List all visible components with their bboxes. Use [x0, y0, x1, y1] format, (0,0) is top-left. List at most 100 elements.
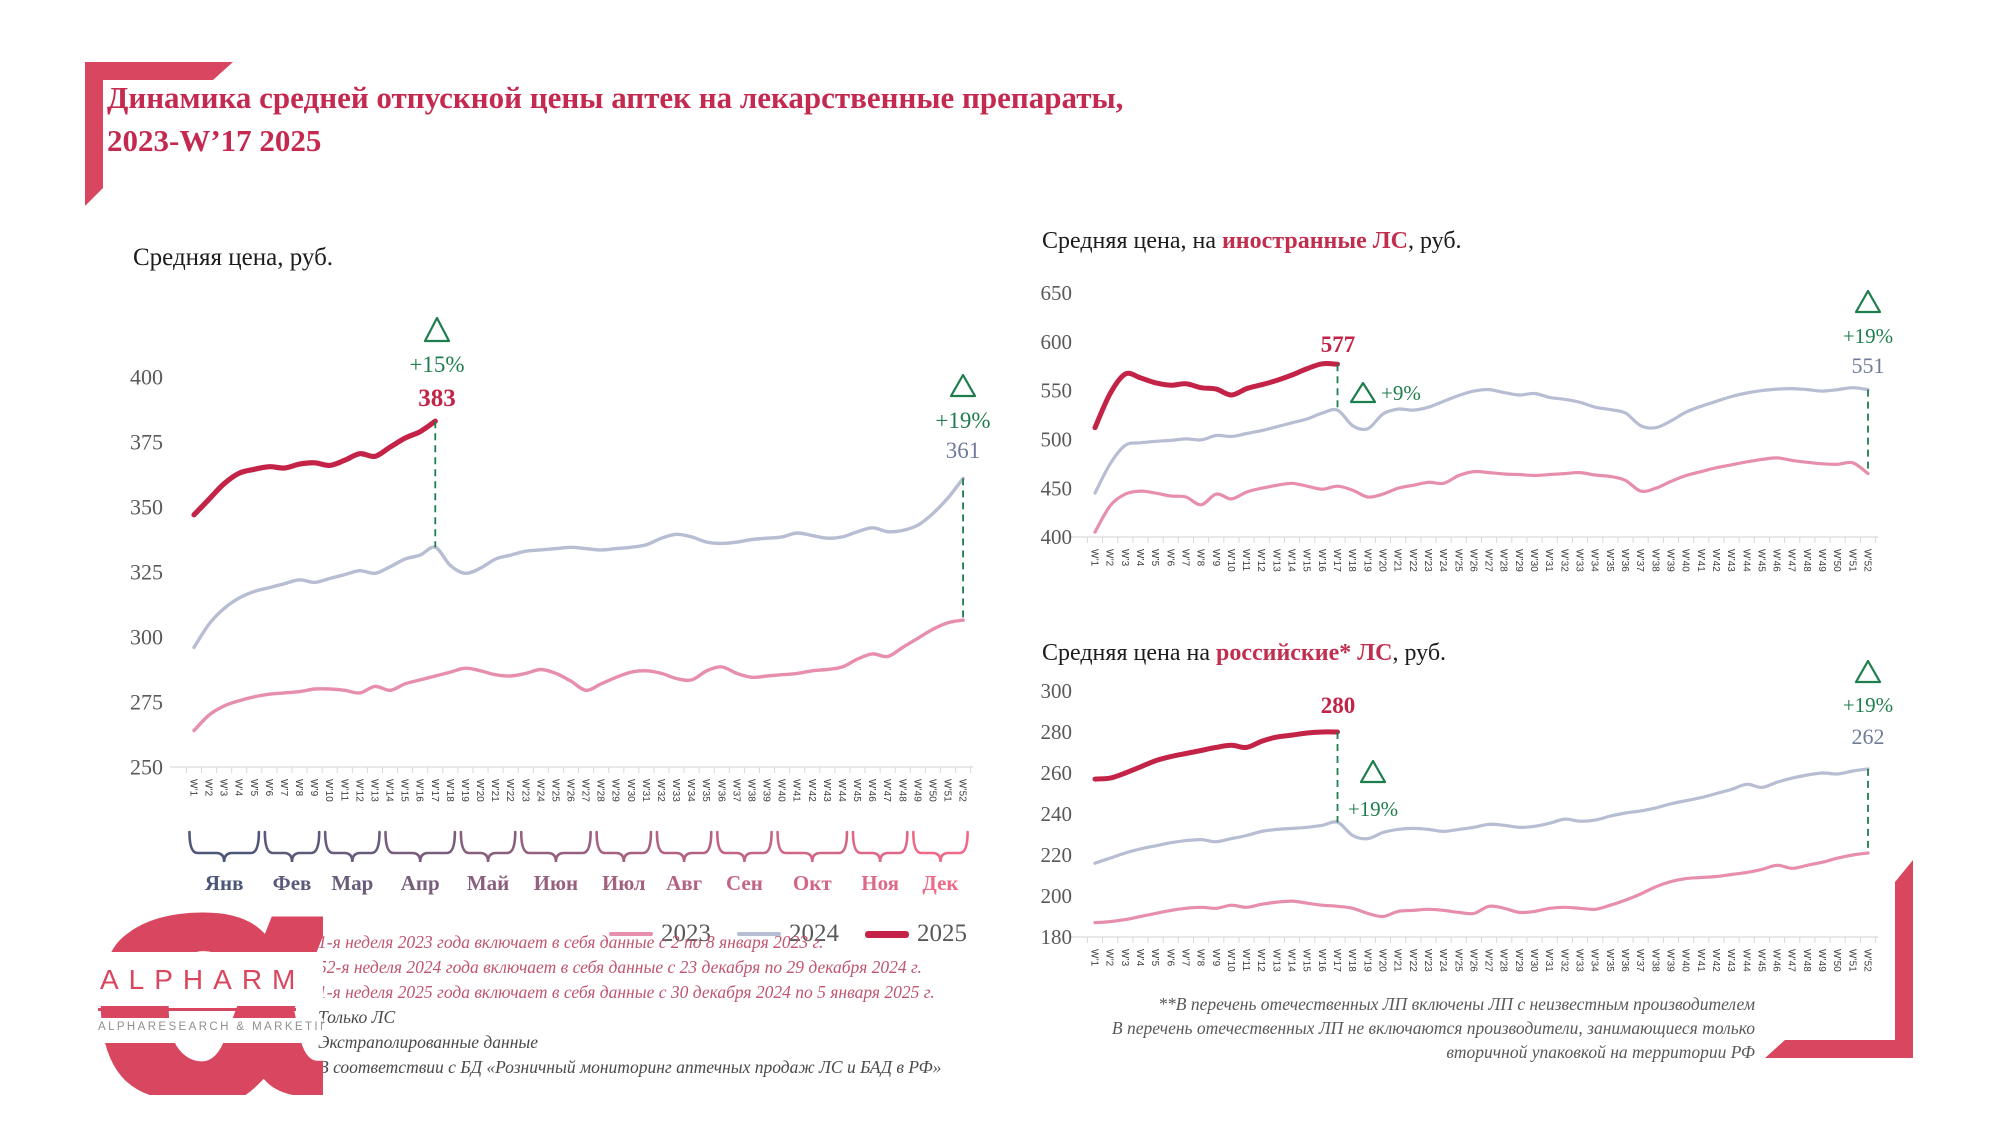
week-label: W’38 — [1649, 949, 1660, 972]
week-label: W’44 — [1740, 949, 1751, 972]
delta-triangle-icon — [1854, 659, 1882, 684]
week-label: W’42 — [1710, 549, 1721, 572]
week-label: W’44 — [1740, 549, 1751, 572]
top-left-bracket — [85, 62, 233, 206]
week-label: W’5 — [248, 779, 259, 797]
series-line-2024 — [1093, 767, 1870, 865]
month-label: Мар — [331, 871, 373, 895]
week-label: W’41 — [1695, 549, 1706, 572]
week-label: W’40 — [776, 779, 787, 802]
week-label: W’22 — [1407, 949, 1418, 972]
week-label: W’27 — [1483, 549, 1494, 572]
week-label: W’6 — [1164, 549, 1175, 567]
week-label: W’23 — [519, 779, 530, 802]
week-label: W’31 — [1543, 549, 1554, 572]
footnote-red-1: 1-я неделя 2023 года включает в себя дан… — [318, 932, 824, 952]
week-label: W’29 — [1513, 949, 1524, 972]
week-label: W’3 — [218, 779, 229, 797]
week-label: W’20 — [1376, 549, 1387, 572]
week-label: W’30 — [625, 779, 636, 802]
chart-total-title-text: Средняя цена, руб. — [133, 244, 334, 271]
week-label: W’17 — [1331, 549, 1342, 572]
week-label: W’48 — [896, 779, 907, 802]
month-label: Окт — [793, 871, 832, 895]
week-label: W’18 — [1346, 549, 1357, 572]
week-label: W’7 — [1179, 549, 1190, 567]
week-label: W’15 — [1301, 549, 1312, 572]
week-label: W’29 — [610, 779, 621, 802]
delta-pct-label: +19% — [935, 408, 990, 433]
week-label: W’13 — [368, 779, 379, 802]
month-label: Авг — [666, 871, 702, 895]
chart-domestic-title-red: российские* ЛС — [1215, 640, 1393, 666]
delta-triangle-icon — [423, 316, 451, 343]
delta-pct-label: +19% — [1348, 797, 1398, 821]
week-label: W’9 — [1210, 549, 1221, 567]
week-label: W’12 — [1255, 949, 1266, 972]
week-label: W’4 — [1134, 949, 1145, 967]
series-line-2025 — [191, 418, 438, 518]
week-label: W’22 — [504, 779, 515, 802]
series-line-2023 — [1093, 851, 1870, 925]
series-line-2024 — [1093, 386, 1870, 495]
y-tick-label: 375 — [130, 429, 163, 454]
bottom-right-bracket — [1765, 860, 1913, 1058]
chart-foreign-title-red: иностранные ЛС — [1221, 228, 1408, 254]
delta-triangle-icon — [1359, 759, 1387, 784]
month-brace-icon — [384, 830, 457, 863]
month-braces: Янв Фев Мар Апр Май Июн Июл Авг Сен Окт Ноя Дек — [188, 830, 969, 895]
week-label: W’34 — [685, 779, 696, 802]
y-axis-labels: 300 280 260 240 220 200 180 — [1041, 679, 1073, 949]
week-label: W’16 — [1316, 549, 1327, 572]
month-label: Июл — [602, 871, 646, 895]
value-label-2025: 383 — [418, 385, 456, 412]
week-label: W’42 — [1710, 949, 1721, 972]
week-label: W’13 — [1270, 949, 1281, 972]
week-label: W’27 — [580, 779, 591, 802]
value-label-2024: 361 — [946, 438, 981, 463]
y-tick-label: 300 — [1041, 679, 1073, 703]
week-label: W’34 — [1589, 949, 1600, 972]
week-label: W’42 — [806, 779, 817, 802]
week-label: W’35 — [1604, 949, 1615, 972]
week-label: W’31 — [1543, 949, 1554, 972]
y-tick-label: 600 — [1041, 330, 1073, 354]
value-label-2024: 262 — [1852, 724, 1885, 749]
y-tick-label: 450 — [1041, 476, 1073, 500]
month-brace-icon — [851, 830, 909, 863]
week-label: W’44 — [836, 779, 847, 802]
week-label: W’45 — [1755, 549, 1766, 572]
week-label: W’1 — [188, 779, 199, 797]
week-label: W’35 — [1604, 549, 1615, 572]
footnote-red-2: 52-я неделя 2024 года включает в себя да… — [318, 957, 922, 977]
month-label: Май — [467, 871, 509, 895]
y-tick-label: 400 — [130, 364, 163, 389]
week-label: W’49 — [1816, 549, 1827, 572]
week-label: W’17 — [429, 779, 440, 802]
week-label: W’23 — [1422, 949, 1433, 972]
week-label: W’10 — [1225, 949, 1236, 972]
legend-item-2024: 2024 — [737, 920, 839, 948]
month-brace-icon — [519, 830, 592, 863]
week-label: W’5 — [1149, 549, 1160, 567]
y-tick-label: 550 — [1041, 379, 1073, 403]
series-line-2023 — [1093, 456, 1870, 534]
week-label: W’33 — [1574, 549, 1585, 572]
week-label: W’41 — [1695, 949, 1706, 972]
logo-band: ALPHARM — [78, 952, 323, 1006]
series-line-2024 — [192, 476, 965, 650]
month-label: Фев — [273, 871, 312, 895]
week-label: W’32 — [655, 779, 666, 802]
week-label: W’1 — [1089, 549, 1100, 567]
series-line-2025 — [1092, 729, 1340, 782]
week-label: W’39 — [1664, 549, 1675, 572]
month-brace-icon — [595, 830, 653, 863]
y-tick-label: 400 — [1041, 525, 1073, 549]
week-label: W’3 — [1119, 949, 1130, 967]
week-label: W’27 — [1483, 949, 1494, 972]
chart-domestic-title-text: Средняя цена на — [1042, 640, 1216, 666]
chart-foreign-title-suffix: , руб. — [1407, 228, 1462, 254]
week-label: W’39 — [761, 779, 772, 802]
week-label: W’30 — [1528, 949, 1539, 972]
week-label: W’32 — [1558, 949, 1569, 972]
